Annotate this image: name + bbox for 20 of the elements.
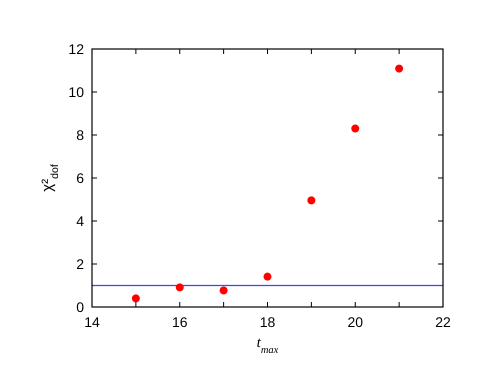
point (351, 124, 360, 133)
y-tick-label: 12 (68, 41, 84, 57)
x-tick-label: 18 (260, 314, 276, 330)
y-tick-label: 6 (76, 170, 84, 186)
x-tick-label: 20 (347, 314, 364, 330)
x-tick-label: 16 (172, 314, 188, 330)
x-tick-label: 22 (435, 314, 451, 330)
point (264, 272, 272, 281)
point (176, 283, 184, 292)
point (395, 64, 404, 73)
y-tick-label: 8 (76, 127, 84, 143)
x-axis-title: t$_{max}$ (256, 335, 279, 356)
point (132, 294, 140, 302)
point (307, 196, 316, 204)
point (220, 286, 228, 294)
y-tick-label: 10 (68, 84, 84, 100)
y-tick-label: 4 (76, 213, 84, 229)
y-tick-label: 0 (76, 299, 84, 315)
x-tick-label: 14 (84, 314, 100, 330)
y-tick-label: 2 (76, 256, 84, 272)
